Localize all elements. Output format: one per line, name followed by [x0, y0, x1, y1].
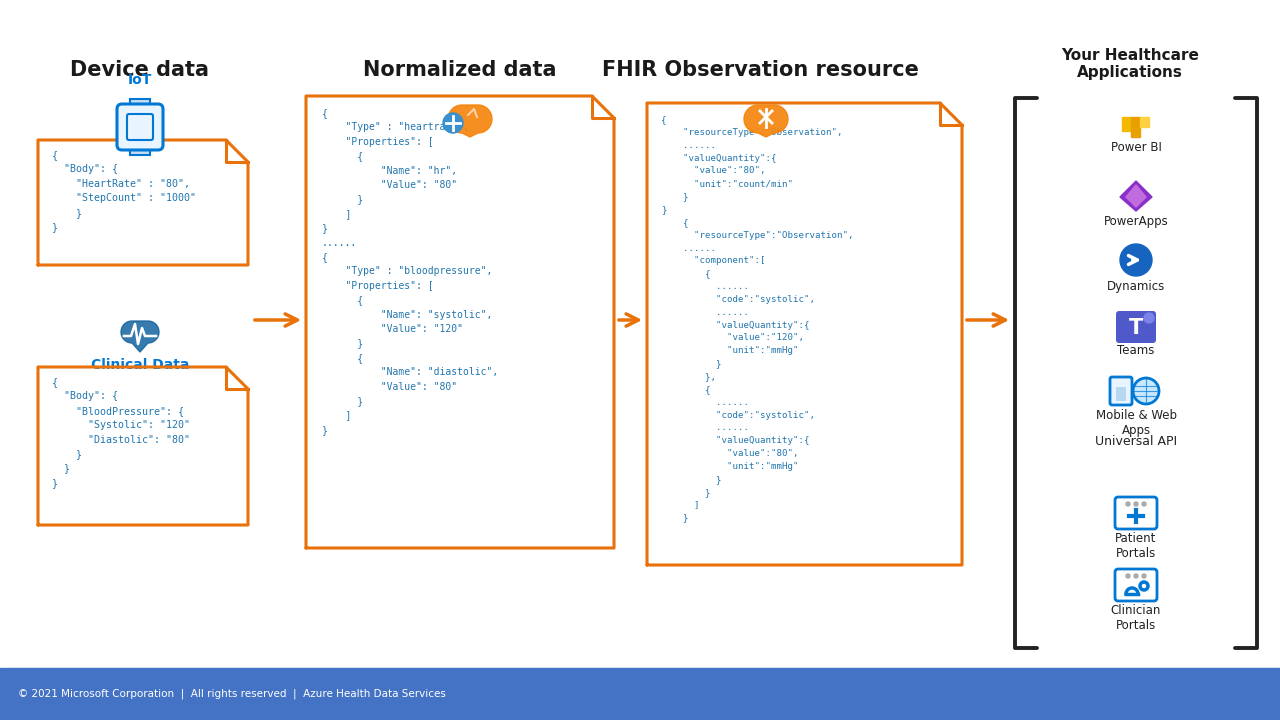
- Text: Clinical Data: Clinical Data: [91, 358, 189, 372]
- Bar: [1132, 117, 1140, 137]
- Bar: [1116, 387, 1126, 401]
- Polygon shape: [448, 105, 492, 137]
- Text: T: T: [1129, 318, 1143, 338]
- Text: Device data: Device data: [70, 60, 210, 80]
- Circle shape: [1133, 378, 1158, 404]
- Polygon shape: [1126, 185, 1146, 207]
- Text: Normalized data: Normalized data: [364, 60, 557, 80]
- Bar: [131, 145, 150, 155]
- Text: Your Healthcare
Applications: Your Healthcare Applications: [1061, 48, 1199, 81]
- Text: Clinician
Portals: Clinician Portals: [1111, 604, 1161, 632]
- Polygon shape: [38, 140, 248, 265]
- Circle shape: [1126, 574, 1130, 578]
- Circle shape: [1126, 502, 1130, 506]
- Text: Power BI: Power BI: [1111, 141, 1161, 154]
- Circle shape: [1142, 502, 1146, 506]
- Circle shape: [1134, 574, 1138, 578]
- Text: Universal API: Universal API: [1094, 434, 1178, 448]
- FancyBboxPatch shape: [1115, 569, 1157, 601]
- Text: PowerApps: PowerApps: [1103, 215, 1169, 228]
- FancyBboxPatch shape: [1116, 311, 1156, 343]
- Bar: [131, 99, 150, 109]
- Polygon shape: [1120, 181, 1152, 211]
- Text: FHIR Observation resource: FHIR Observation resource: [602, 60, 919, 80]
- Polygon shape: [122, 321, 159, 352]
- Text: © 2021 Microsoft Corporation  |  All rights reserved  |  Azure Health Data Servi: © 2021 Microsoft Corporation | All right…: [18, 689, 445, 699]
- Circle shape: [1144, 313, 1155, 323]
- Circle shape: [1142, 574, 1146, 578]
- Text: Dynamics: Dynamics: [1107, 280, 1165, 293]
- Circle shape: [1134, 502, 1138, 506]
- Text: Mobile & Web
Apps: Mobile & Web Apps: [1096, 409, 1176, 437]
- Polygon shape: [306, 96, 614, 548]
- FancyBboxPatch shape: [1110, 377, 1132, 405]
- Text: {
    "resourceType":"Observation",
    ......
    "valueQuantity":{
      "valu: { "resourceType":"Observation", ...... "…: [660, 115, 854, 522]
- Circle shape: [1140, 582, 1148, 590]
- FancyBboxPatch shape: [1115, 497, 1157, 529]
- Bar: [1123, 117, 1132, 131]
- Circle shape: [1120, 244, 1152, 276]
- Text: Teams: Teams: [1117, 344, 1155, 357]
- Text: Patient
Portals: Patient Portals: [1115, 532, 1157, 560]
- Text: IoT: IoT: [128, 73, 152, 87]
- Circle shape: [443, 113, 463, 133]
- Bar: [0, 668, 1280, 720]
- Polygon shape: [744, 105, 788, 137]
- Text: {
  "Body": {
    "BloodPressure": {
      "Systolic": "120"
      "Diastolic": : { "Body": { "BloodPressure": { "Systolic…: [52, 377, 189, 488]
- Bar: [1140, 117, 1149, 127]
- Text: {
    "Type" : "heartrate",
    "Properties": [
      {
          "Name": "hr",
: { "Type" : "heartrate", "Properties": [ …: [323, 108, 498, 435]
- FancyBboxPatch shape: [116, 104, 163, 150]
- Polygon shape: [646, 103, 963, 565]
- Text: {
  "Body": {
    "HeartRate" : "80",
    "StepCount" : "1000"
    }
}: { "Body": { "HeartRate" : "80", "StepCou…: [52, 150, 196, 232]
- Polygon shape: [38, 367, 248, 525]
